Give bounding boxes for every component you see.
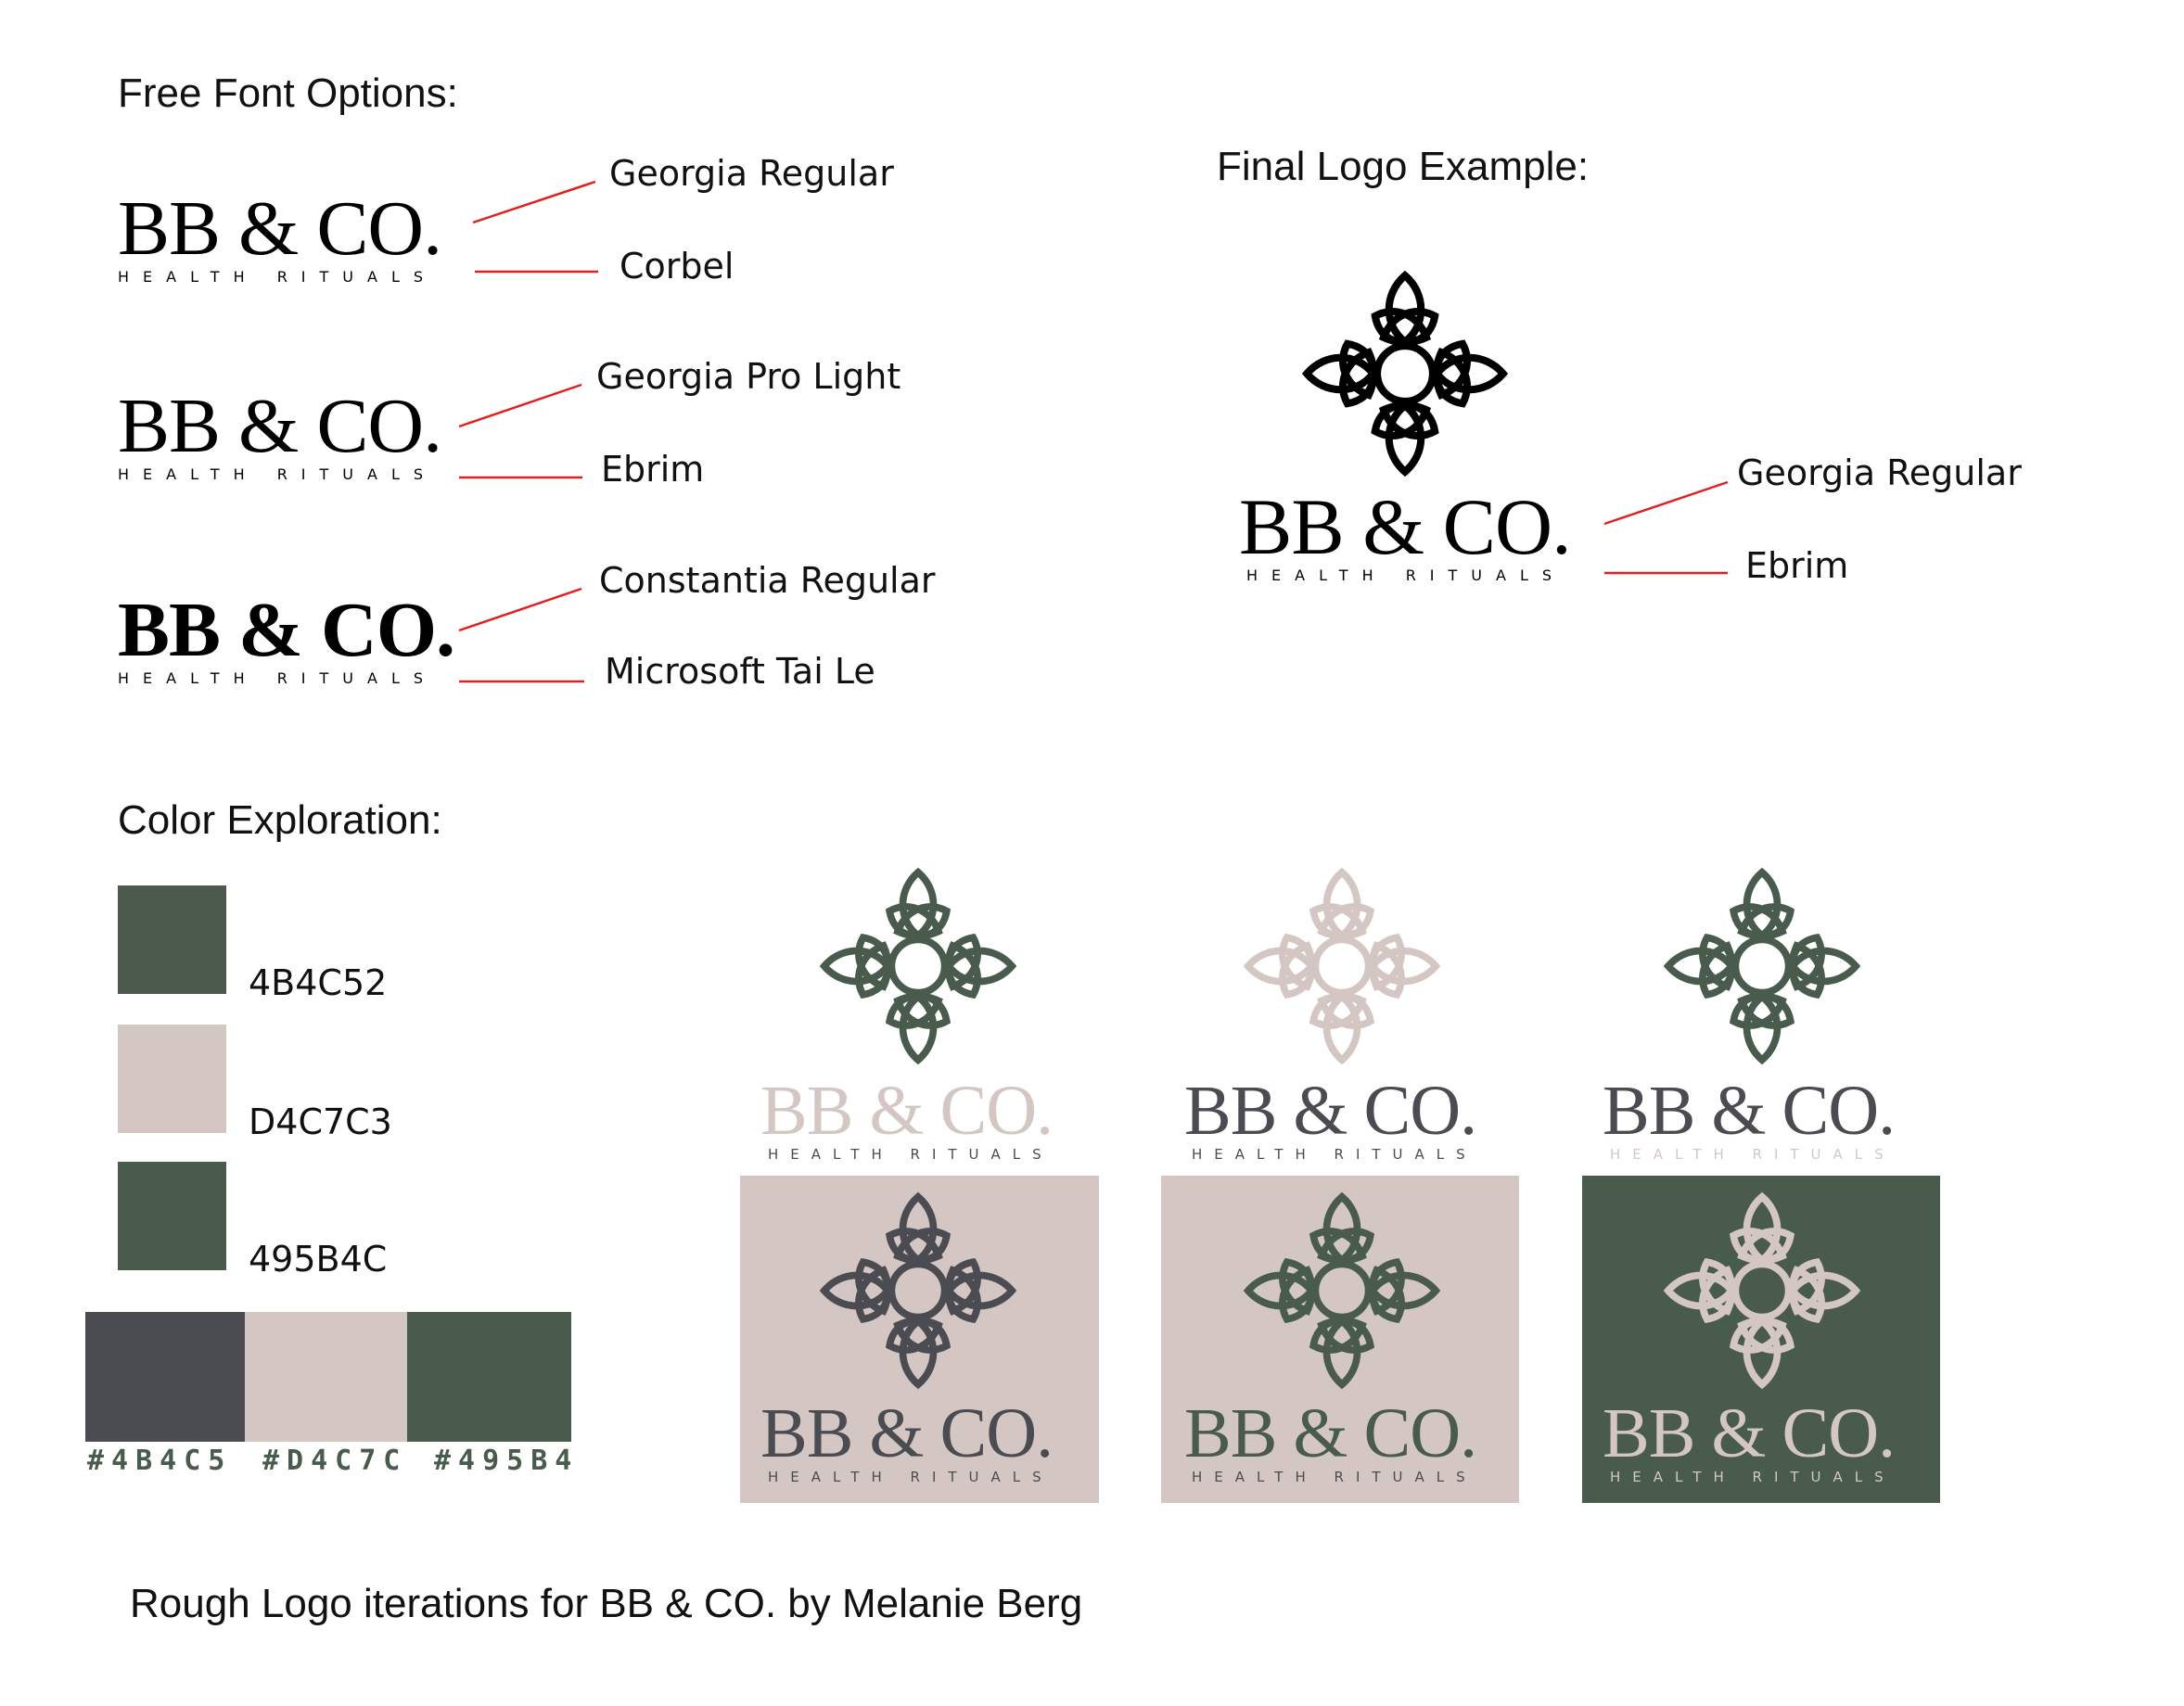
variant-5-mark: [1240, 1189, 1444, 1393]
free-font-heading: Free Font Options:: [118, 70, 458, 116]
color-hex-label: D4C7C3: [249, 1101, 392, 1142]
logo-wordmark: BB & CO.: [118, 587, 455, 673]
font-option-1: BB & CO. HEALTH RITUALS: [118, 185, 442, 286]
color-strip-swatch: [407, 1312, 571, 1442]
logo-wordmark: BB & CO.: [118, 185, 442, 272]
logo-tagline: HEALTH RITUALS: [1192, 1146, 1477, 1163]
font-option-3: BB & CO. HEALTH RITUALS: [118, 587, 455, 687]
final-logo: BB & CO. HEALTH RITUALS: [1239, 482, 1572, 584]
logo-tagline: HEALTH RITUALS: [768, 1469, 1054, 1485]
logo-wordmark: BB & CO.: [1603, 1072, 1896, 1150]
color-strip-swatch: [245, 1312, 407, 1442]
logo-tagline: HEALTH RITUALS: [1246, 567, 1566, 584]
color-swatch: [118, 1025, 226, 1133]
logo-wordmark: BB & CO.: [1603, 1394, 1896, 1472]
logo-tagline: HEALTH RITUALS: [118, 268, 438, 286]
logo-variant-4: BB & CO. HEALTH RITUALS: [760, 1398, 1054, 1484]
leader-line: [458, 587, 582, 632]
logo-wordmark: BB & CO.: [1239, 482, 1572, 571]
logo-variant-3: BB & CO. HEALTH RITUALS: [1603, 1076, 1896, 1162]
color-swatch: [118, 885, 226, 994]
logo-tagline: HEALTH RITUALS: [1192, 1469, 1477, 1485]
logo-wordmark: BB & CO.: [760, 1394, 1054, 1472]
color-exploration-heading: Color Exploration:: [118, 797, 442, 843]
logo-tagline: HEALTH RITUALS: [1610, 1469, 1896, 1485]
logo-wordmark: BB & CO.: [118, 383, 442, 469]
logo-variant-2: BB & CO. HEALTH RITUALS: [1184, 1076, 1477, 1162]
variant-4-mark: [816, 1189, 1020, 1393]
leader-line: [458, 383, 582, 428]
color-code-label: #495B4: [434, 1445, 580, 1477]
logo-tagline: HEALTH RITUALS: [118, 669, 438, 687]
variant-2-mark: [1240, 864, 1444, 1068]
color-code-label: #4B4C5: [87, 1445, 233, 1477]
font-label: Microsoft Tai Le: [605, 651, 875, 692]
color-hex-label: 4B4C52: [249, 962, 388, 1003]
logo-variant-5: BB & CO. HEALTH RITUALS: [1184, 1398, 1477, 1484]
font-option-2: BB & CO. HEALTH RITUALS: [118, 383, 442, 483]
color-hex-label: 495B4C: [249, 1239, 388, 1280]
logo-variant-6: BB & CO. HEALTH RITUALS: [1603, 1398, 1896, 1484]
variant-6-mark: [1660, 1189, 1864, 1393]
color-strip-swatch: [85, 1312, 245, 1442]
footer-credit: Rough Logo iterations for BB & CO. by Me…: [130, 1581, 1083, 1626]
logo-tagline: HEALTH RITUALS: [1610, 1146, 1896, 1163]
leader-line: [472, 180, 596, 224]
font-label: Georgia Regular: [1737, 452, 2022, 493]
font-label: Ebrim: [1745, 545, 1849, 586]
logo-wordmark: BB & CO.: [760, 1072, 1054, 1150]
final-logo-heading: Final Logo Example:: [1217, 144, 1590, 189]
font-label: Corbel: [619, 246, 734, 286]
variant-3-mark: [1660, 864, 1864, 1068]
font-label: Georgia Regular: [609, 153, 894, 194]
final-logo-mark: [1298, 267, 1512, 480]
color-code-label: #D4C7C: [262, 1445, 408, 1477]
font-label: Georgia Pro Light: [596, 356, 901, 397]
logo-tagline: HEALTH RITUALS: [768, 1146, 1054, 1163]
logo-wordmark: BB & CO.: [1184, 1394, 1477, 1472]
font-label: Constantia Regular: [599, 560, 936, 601]
logo-variant-1: BB & CO. HEALTH RITUALS: [760, 1076, 1054, 1162]
variant-1-mark: [816, 864, 1020, 1068]
leader-line: [1603, 480, 1729, 526]
color-swatch: [118, 1162, 226, 1270]
logo-tagline: HEALTH RITUALS: [118, 465, 438, 483]
font-label: Ebrim: [601, 449, 705, 490]
logo-wordmark: BB & CO.: [1184, 1072, 1477, 1150]
